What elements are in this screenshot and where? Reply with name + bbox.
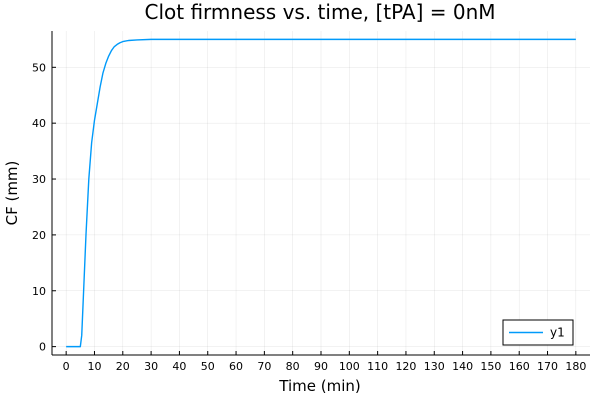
x-tick-label: 110 — [367, 360, 388, 373]
axes — [51, 31, 590, 356]
x-tick-label: 30 — [144, 360, 158, 373]
x-tick-label: 70 — [257, 360, 271, 373]
x-tick-label: 10 — [87, 360, 101, 373]
y-tick-label: 20 — [32, 229, 46, 242]
x-tick-label: 100 — [339, 360, 360, 373]
x-tick-label: 150 — [480, 360, 501, 373]
x-tick-label: 120 — [395, 360, 416, 373]
y-tick-label: 0 — [39, 341, 46, 354]
legend-label-y1: y1 — [550, 326, 565, 340]
y-tick-label: 10 — [32, 285, 46, 298]
grid — [52, 31, 590, 355]
x-tick-label: 180 — [565, 360, 586, 373]
x-tick-label: 90 — [314, 360, 328, 373]
x-tick-label: 0 — [63, 360, 70, 373]
series-line-y1 — [66, 38, 576, 348]
legend: y1 — [502, 319, 574, 346]
series-layer — [66, 38, 576, 348]
x-tick-label: 50 — [201, 360, 215, 373]
tick-labels: 0 10 20 30 40 50 60 70 80 90 100 110 120 130 140 150 160… — [32, 61, 586, 373]
x-tick-label: 60 — [229, 360, 243, 373]
x-tick-label: 80 — [286, 360, 300, 373]
x-tick-label: 170 — [537, 360, 558, 373]
y-tick-label: 40 — [32, 117, 46, 130]
x-axis-label: Time (min) — [278, 377, 360, 395]
y-tick-label: 50 — [32, 61, 46, 74]
x-tick-label: 140 — [452, 360, 473, 373]
x-tick-label: 130 — [424, 360, 445, 373]
y-axis-label: CF (mm) — [3, 161, 21, 226]
y-tick-label: 30 — [32, 173, 46, 186]
x-tick-label: 20 — [116, 360, 130, 373]
chart-title: Clot firmness vs. time, [tPA] = 0nM — [145, 0, 496, 24]
x-tick-label: 160 — [509, 360, 530, 373]
x-tick-label: 40 — [172, 360, 186, 373]
